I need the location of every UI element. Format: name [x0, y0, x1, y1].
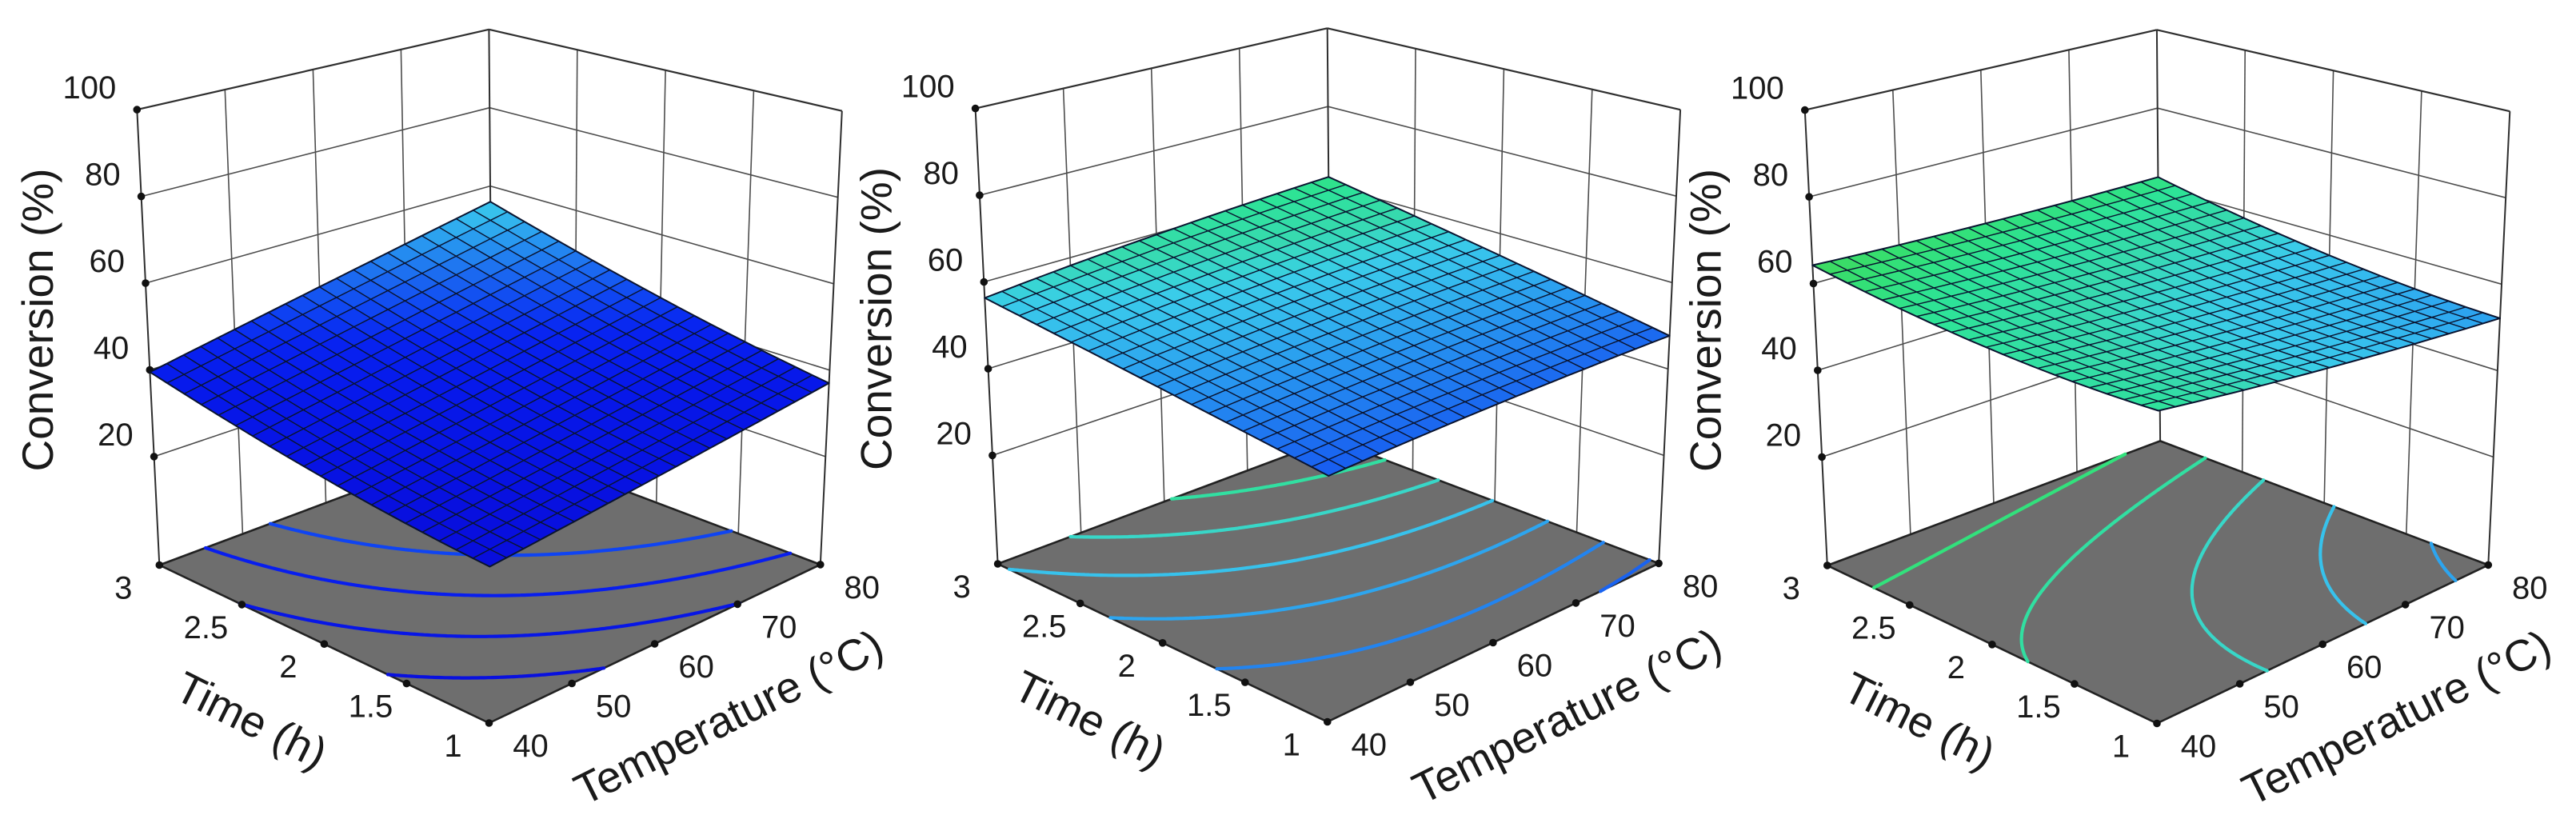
- svg-text:20: 20: [936, 416, 972, 451]
- svg-text:Conversion (%): Conversion (%): [13, 168, 62, 471]
- svg-text:50: 50: [596, 689, 632, 725]
- svg-text:60: 60: [90, 244, 126, 279]
- svg-text:80: 80: [1683, 569, 1719, 604]
- svg-text:Conversion (%): Conversion (%): [851, 167, 901, 470]
- svg-text:2.5: 2.5: [1851, 610, 1896, 645]
- svg-text:50: 50: [2263, 689, 2299, 725]
- svg-text:40: 40: [1761, 331, 1797, 366]
- svg-text:2: 2: [1947, 650, 1965, 685]
- svg-text:1.5: 1.5: [349, 689, 393, 725]
- svg-text:60: 60: [1517, 649, 1553, 684]
- svg-text:3: 3: [1783, 571, 1800, 606]
- svg-text:80: 80: [2512, 570, 2548, 605]
- svg-text:20: 20: [98, 417, 134, 453]
- svg-text:1: 1: [1283, 728, 1300, 763]
- svg-text:2.5: 2.5: [1022, 609, 1067, 644]
- svg-text:1: 1: [2112, 729, 2130, 765]
- svg-text:40: 40: [2181, 729, 2217, 765]
- svg-text:20: 20: [1766, 417, 1802, 453]
- svg-text:80: 80: [85, 158, 121, 193]
- svg-text:2: 2: [279, 649, 297, 685]
- svg-text:Conversion (%): Conversion (%): [1681, 169, 1731, 472]
- svg-text:100: 100: [63, 70, 117, 106]
- svg-text:70: 70: [761, 609, 797, 645]
- svg-text:80: 80: [845, 570, 881, 605]
- svg-text:40: 40: [932, 330, 968, 365]
- svg-text:3: 3: [114, 571, 132, 606]
- svg-text:2: 2: [1118, 649, 1136, 684]
- svg-text:60: 60: [2346, 650, 2382, 685]
- svg-text:40: 40: [513, 729, 549, 764]
- svg-text:50: 50: [1434, 688, 1470, 723]
- svg-text:60: 60: [928, 243, 964, 278]
- svg-text:1.5: 1.5: [2016, 689, 2061, 725]
- svg-text:60: 60: [1757, 245, 1793, 280]
- svg-text:80: 80: [1753, 158, 1789, 193]
- svg-text:100: 100: [1731, 71, 1784, 106]
- svg-text:100: 100: [901, 70, 955, 105]
- svg-text:80: 80: [923, 156, 959, 191]
- svg-text:3: 3: [953, 569, 970, 605]
- svg-text:40: 40: [94, 331, 130, 366]
- svg-text:1: 1: [444, 729, 461, 764]
- svg-text:60: 60: [678, 649, 714, 685]
- svg-text:70: 70: [2429, 610, 2465, 645]
- svg-text:2.5: 2.5: [184, 610, 229, 645]
- svg-text:40: 40: [1352, 728, 1388, 763]
- svg-text:70: 70: [1600, 609, 1635, 644]
- svg-text:1.5: 1.5: [1187, 688, 1232, 723]
